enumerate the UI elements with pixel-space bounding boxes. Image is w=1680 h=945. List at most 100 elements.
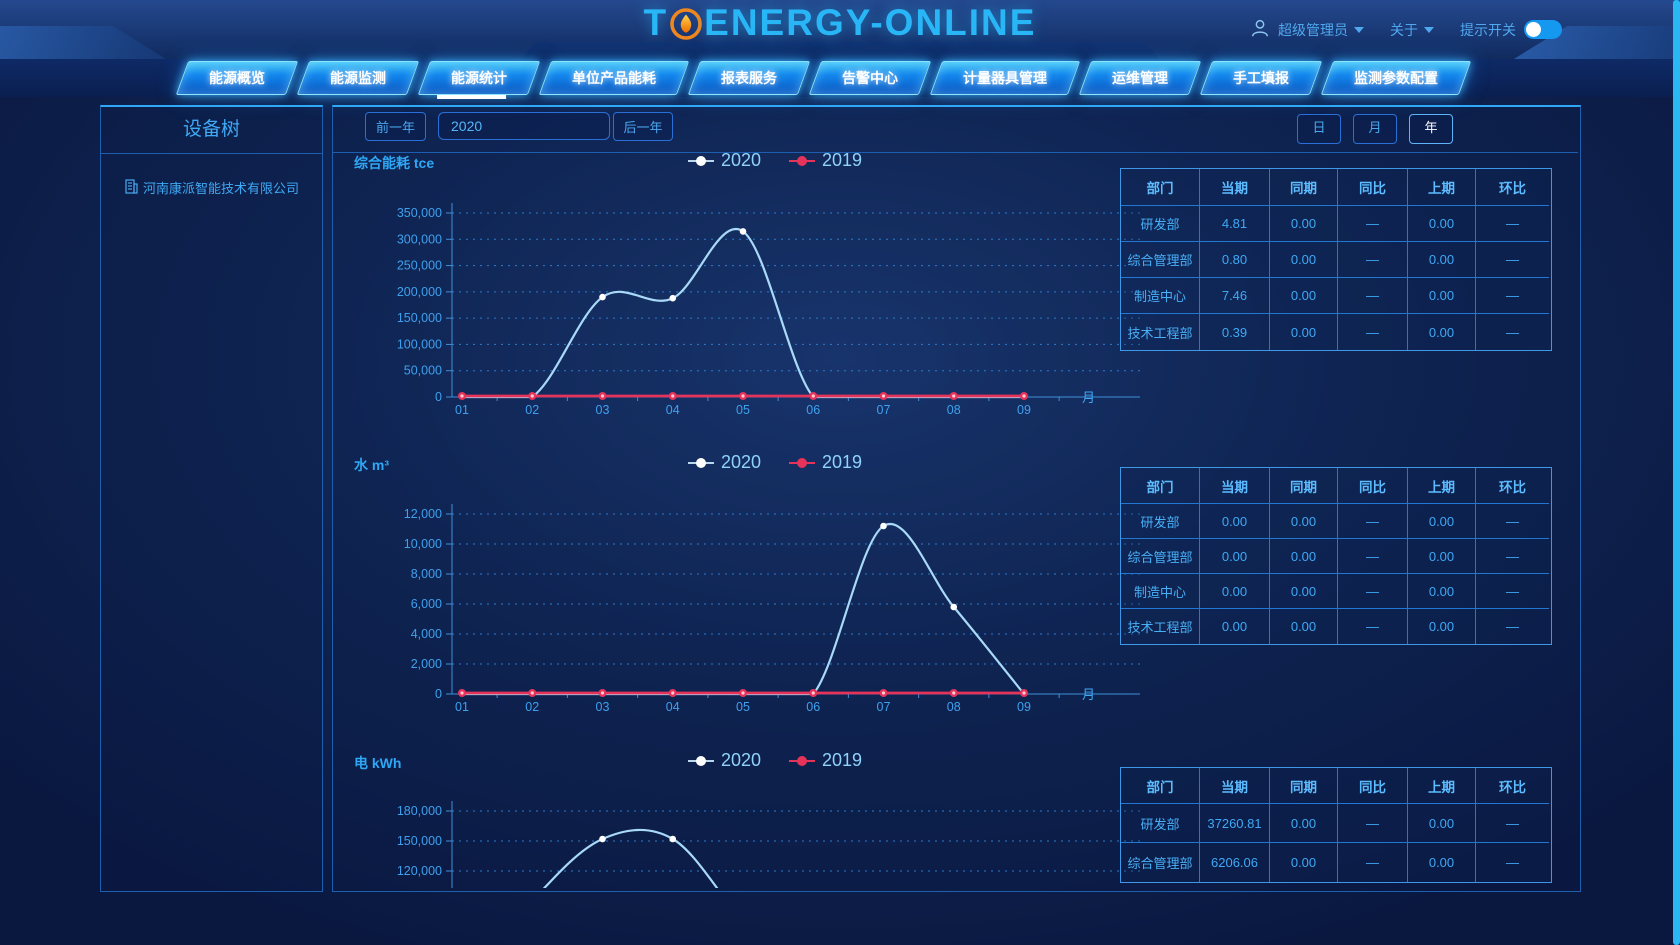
granularity-button-月[interactable]: 月 xyxy=(1353,114,1397,144)
nav-tab-label: 单位产品能耗 xyxy=(572,70,656,86)
table-cell: 0.00 xyxy=(1270,504,1338,539)
table-cell: 0.39 xyxy=(1200,314,1270,350)
table-cell: 0.00 xyxy=(1408,574,1476,609)
scrollbar[interactable] xyxy=(1673,0,1680,945)
tree-item-label: 河南康派智能技术有限公司 xyxy=(143,181,300,196)
legend-item-2020[interactable]: 2020 xyxy=(687,150,761,171)
table-header-cell: 当期 xyxy=(1200,768,1270,804)
nav-tab-运维管理[interactable]: 运维管理 xyxy=(1078,61,1202,95)
table-cell: — xyxy=(1506,324,1519,340)
nav-tab-单位产品能耗[interactable]: 单位产品能耗 xyxy=(538,61,690,95)
table-header-cell: 环比 xyxy=(1476,768,1549,804)
granularity-button-日[interactable]: 日 xyxy=(1297,114,1341,144)
prev-year-button[interactable]: 前一年 xyxy=(365,112,426,141)
table-header-cell: 同期 xyxy=(1270,169,1338,206)
table-cell: 制造中心 xyxy=(1121,278,1200,314)
nav-tab-label: 运维管理 xyxy=(1112,70,1168,86)
table-cell: 0.00 xyxy=(1408,539,1476,574)
table-row: 研发部 0.00 0.00—0.00— xyxy=(1121,504,1551,539)
toggle-knob xyxy=(1526,22,1541,37)
table-header-cell: 同比 xyxy=(1338,768,1408,804)
table-cell: 0.00 xyxy=(1270,609,1338,644)
nav-tab-label: 能源概览 xyxy=(209,70,265,86)
table-cell: 7.46 xyxy=(1200,278,1270,314)
water-table: 部门 当期 同期 同比 上期 环比 研发部 0.00 0.00—0.00— 综合管理部 0.00 0.… xyxy=(1120,467,1552,645)
table-cell: — xyxy=(1338,539,1408,574)
table-row: 综合管理部 0.80 0.00—0.00— xyxy=(1121,242,1551,278)
table-header-row: 部门 当期 同期 同比 上期 环比 xyxy=(1121,169,1551,206)
table-cell: 0.00 xyxy=(1200,504,1270,539)
legend-item-2019[interactable]: 2019 xyxy=(789,750,862,771)
table-cell: — xyxy=(1476,504,1549,539)
nav-tab-告警中心[interactable]: 告警中心 xyxy=(808,61,932,95)
user-menu[interactable]: 超级管理员 xyxy=(1249,17,1364,42)
table-cell: 研发部 xyxy=(1121,206,1200,242)
next-year-button[interactable]: 后一年 xyxy=(613,112,673,141)
legend-marker-icon xyxy=(687,155,714,166)
legend-marker-icon xyxy=(687,755,714,766)
device-tree-panel: 设备树 河南康派智能技术有限公司 xyxy=(100,105,323,892)
table-cell: 0.00 xyxy=(1200,574,1270,609)
table-cell: — xyxy=(1476,574,1549,609)
chart-legend-2: 2020 2019 xyxy=(560,452,990,473)
table-cell: 0.00 xyxy=(1200,609,1270,644)
table-header-row: 部门 当期 同期 同比 上期 环比 xyxy=(1121,468,1551,504)
nav-tabs: 能源概览 能源监测 能源统计 单位产品能耗 报表服务 告警中心 计量器具管理 运维管理 手工填报… xyxy=(175,61,1472,99)
building-icon xyxy=(125,178,138,197)
table-header-cell: 环比 xyxy=(1476,169,1549,206)
table-cell: 0.00 xyxy=(1408,504,1476,539)
nav-tab-能源概览[interactable]: 能源概览 xyxy=(175,61,299,95)
nav-tab-能源监测[interactable]: 能源监测 xyxy=(296,61,420,95)
nav-tab-能源统计[interactable]: 能源统计 xyxy=(417,61,541,99)
table-cell: 0.00 xyxy=(1408,843,1476,882)
nav-tab-label: 监测参数配置 xyxy=(1354,70,1438,86)
nav-tab-label: 能源统计 xyxy=(451,70,507,86)
active-tab-underline xyxy=(437,95,507,99)
chart-legend-1: 2020 2019 xyxy=(560,150,990,171)
series-2020-point xyxy=(529,898,536,905)
nav-tab-label: 报表服务 xyxy=(721,70,777,86)
legend-label: 2019 xyxy=(822,750,863,770)
table-cell: — xyxy=(1476,539,1549,574)
legend-item-2019[interactable]: 2019 xyxy=(789,452,862,473)
table-cell: — xyxy=(1338,242,1408,278)
legend-label: 2019 xyxy=(822,150,863,170)
legend-item-2020[interactable]: 2020 xyxy=(687,452,761,473)
table-header-cell: 环比 xyxy=(1476,468,1549,504)
legend-marker-icon xyxy=(789,755,815,766)
table-row: 研发部 37260.81 0.00—0.00— xyxy=(1121,804,1551,843)
table-header-cell: 上期 xyxy=(1408,768,1476,804)
nav-tab-手工填报[interactable]: 手工填报 xyxy=(1199,61,1323,95)
table-header-cell: 当期 xyxy=(1200,468,1270,504)
table-header-cell: 上期 xyxy=(1408,169,1476,206)
about-label: 关于 xyxy=(1390,21,1418,38)
table-cell: — xyxy=(1476,242,1549,278)
nav-tab-label: 能源监测 xyxy=(330,70,386,86)
nav-tab-监测参数配置[interactable]: 监测参数配置 xyxy=(1320,61,1472,95)
table-cell: — xyxy=(1506,619,1519,634)
table-cell: 0.00 xyxy=(1270,242,1338,278)
nav-tab-label: 告警中心 xyxy=(842,70,898,86)
year-input[interactable] xyxy=(438,112,610,140)
header-user-area: 超级管理员 关于 提示开关 xyxy=(1249,0,1562,59)
legend-item-2019[interactable]: 2019 xyxy=(789,150,862,171)
tip-toggle[interactable] xyxy=(1524,20,1562,39)
table-header-cell: 上期 xyxy=(1408,468,1476,504)
nav-tab-报表服务[interactable]: 报表服务 xyxy=(687,61,811,95)
table-cell: 综合管理部 xyxy=(1121,843,1200,882)
table-cell: 0.00 xyxy=(1270,539,1338,574)
table-header-cell: 部门 xyxy=(1121,169,1200,206)
legend-item-2020[interactable]: 2020 xyxy=(687,750,761,771)
table-header-row: 部门 当期 同期 同比 上期 环比 xyxy=(1121,768,1551,804)
table-cell: — xyxy=(1338,843,1408,882)
table-cell: 0.00 xyxy=(1408,804,1476,843)
chevron-down-icon xyxy=(1354,26,1364,33)
granularity-button-年[interactable]: 年 xyxy=(1409,114,1453,144)
table-header-cell: 同比 xyxy=(1338,169,1408,206)
chart-legend-3: 2020 2019 xyxy=(560,750,990,771)
nav-tab-计量器具管理[interactable]: 计量器具管理 xyxy=(929,61,1081,95)
table-header-cell: 同期 xyxy=(1270,468,1338,504)
tree-item-company[interactable]: 河南康派智能技术有限公司 xyxy=(125,178,322,197)
legend-marker-icon xyxy=(789,155,815,166)
about-menu[interactable]: 关于 xyxy=(1390,20,1434,40)
